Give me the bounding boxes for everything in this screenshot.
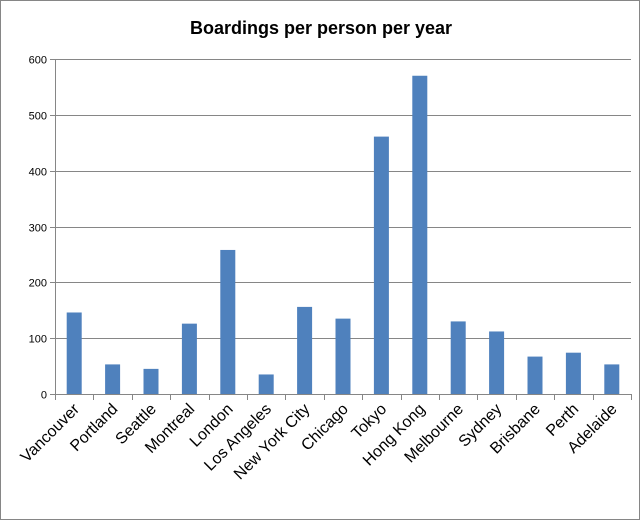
- chart-title: Boardings per person per year: [190, 18, 452, 38]
- y-tick-label: 0: [41, 390, 47, 402]
- bar-brisbane: [527, 356, 543, 394]
- y-tick-label: 600: [29, 55, 47, 67]
- bar-portland: [105, 364, 121, 394]
- bar-chicago: [335, 318, 351, 394]
- bar-tokyo: [373, 136, 389, 394]
- bar-adelaide: [604, 364, 620, 394]
- bar-hong-kong: [412, 75, 428, 394]
- bar-los-angeles: [258, 374, 274, 394]
- bar-montreal: [181, 323, 197, 394]
- bar-new-york-city: [297, 306, 313, 394]
- x-tick-label: Vancouver: [18, 400, 84, 466]
- y-tick-label: 100: [29, 334, 47, 346]
- bar-perth: [565, 352, 581, 394]
- y-tick-label: 500: [29, 111, 47, 123]
- y-tick-label: 200: [29, 278, 47, 290]
- bar-sydney: [489, 331, 505, 394]
- bar-london: [220, 249, 236, 394]
- bar-seattle: [143, 368, 159, 394]
- bar-vancouver: [66, 312, 82, 394]
- bar-melbourne: [450, 321, 466, 394]
- y-tick-label: 400: [29, 167, 47, 179]
- y-tick-label: 300: [29, 223, 47, 235]
